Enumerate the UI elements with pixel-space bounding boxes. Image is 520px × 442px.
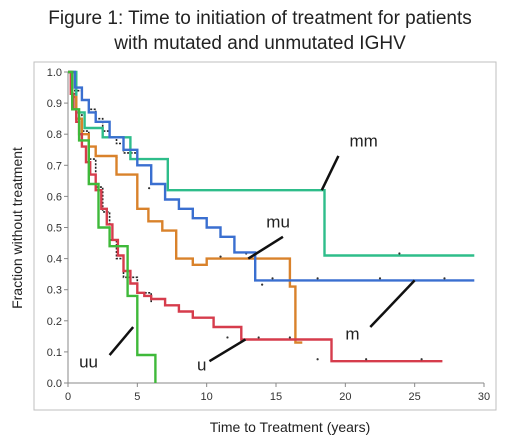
callout-label-u: u — [197, 356, 206, 375]
km-curve-u — [68, 70, 443, 363]
callout-pointer-u — [208, 338, 247, 363]
km-curve-aux — [68, 71, 152, 303]
plot-frame — [33, 61, 497, 411]
censor-mark — [420, 358, 423, 361]
y-tick-label: 0.8 — [47, 129, 62, 141]
y-tick-label: 0.5 — [47, 223, 62, 235]
x-tick-label: 0 — [65, 391, 71, 403]
figure-title: Figure 1: Time to initiation of treatmen… — [0, 6, 520, 56]
series-layer — [68, 70, 475, 383]
x-axis-label: Time to Treatment (years) — [210, 419, 371, 435]
callout-pointer-m — [369, 279, 416, 328]
censor-mark — [398, 252, 401, 255]
y-tick-label: 0.7 — [47, 160, 62, 172]
censor-mark — [316, 277, 319, 280]
censor-mark — [257, 336, 260, 339]
censor-mark — [288, 336, 291, 339]
x-tick-label: 5 — [134, 391, 140, 403]
y-tick-label: 0.1 — [47, 347, 62, 359]
y-tick-label: 1.0 — [47, 67, 62, 79]
figure-title-line-1: Figure 1: Time to initiation of treatmen… — [48, 8, 472, 29]
figure-title-line-2: with mutated and unmutated IGHV — [114, 33, 406, 54]
callout-pointer-uu — [108, 326, 135, 356]
censor-mark — [148, 187, 151, 190]
y-tick-label: 0.0 — [47, 378, 62, 390]
censor-mark — [316, 358, 319, 361]
callout-label-mu: mu — [266, 213, 290, 232]
y-tick-label: 0.2 — [47, 316, 62, 328]
y-tick-label: 0.6 — [47, 191, 62, 203]
callout-label-m: m — [345, 324, 359, 343]
censor-mark — [271, 277, 274, 280]
x-tick-label: 10 — [201, 391, 213, 403]
callout-pointer-mm — [320, 155, 340, 191]
axes: 0.0 0.1 0.2 0.3 0.4 0.5 0.6 0.7 0.8 0.9 1.0 0 5 10 15 2… — [47, 67, 490, 403]
km-curve-uu — [68, 70, 157, 383]
km-curve-mu — [68, 70, 303, 344]
x-tick-label: 25 — [409, 391, 421, 403]
callout-label-uu: uu — [79, 352, 98, 371]
censor-mark — [378, 277, 382, 280]
x-tick-label: 20 — [339, 391, 351, 403]
y-axis-label: Fraction without treatment — [9, 147, 25, 309]
y-tick-label: 0.9 — [47, 98, 62, 110]
censor-mark — [219, 255, 222, 258]
km-curve-m — [68, 70, 475, 282]
x-tick-label: 30 — [478, 391, 490, 403]
callout-pointer-mu — [247, 235, 284, 260]
censor-mark — [226, 336, 229, 339]
censor-mark — [365, 358, 368, 361]
censor-mark — [261, 283, 264, 286]
y-tick-label: 0.4 — [47, 254, 62, 266]
y-tick-label: 0.3 — [47, 285, 62, 297]
censor-mark — [443, 277, 446, 280]
x-tick-label: 15 — [270, 391, 282, 403]
callout-label-mm: mm — [349, 132, 377, 151]
